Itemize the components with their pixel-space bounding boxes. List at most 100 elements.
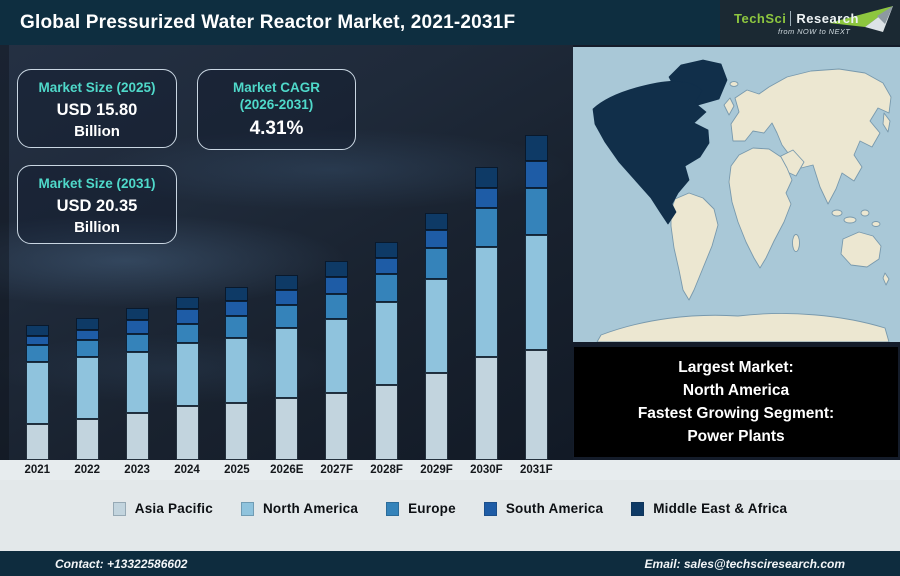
bar-segment-middle-east-africa bbox=[524, 135, 548, 161]
legend-item-europe: Europe bbox=[386, 501, 456, 516]
bar-segment-europe bbox=[425, 248, 448, 279]
bar-2023 bbox=[125, 308, 149, 460]
market-size-2025-unit: Billion bbox=[74, 123, 120, 140]
bar-segment-south-america bbox=[75, 330, 99, 340]
bar-segment-south-america bbox=[524, 161, 548, 188]
footer-contact: Contact: +13322586602 bbox=[55, 556, 188, 571]
map-madagascar bbox=[792, 234, 800, 252]
legend-swatch-south-america bbox=[483, 501, 497, 516]
bar-segment-asia-pacific bbox=[425, 373, 448, 460]
bar-segment-middle-east-africa bbox=[375, 242, 399, 258]
map-new-zealand bbox=[882, 272, 890, 286]
bar-segment-asia-pacific bbox=[225, 403, 249, 460]
bar-segment-north-america bbox=[325, 319, 349, 393]
bar-segment-asia-pacific bbox=[175, 406, 199, 460]
legend-label-north-america: North America bbox=[262, 501, 359, 516]
bar-segment-asia-pacific bbox=[524, 350, 548, 460]
bar-segment-asia-pacific bbox=[325, 393, 349, 460]
stacked-bar-chart bbox=[0, 45, 573, 460]
market-cagr-label-line2: (2026-2031) bbox=[239, 97, 314, 112]
legend-item-north-america: North America bbox=[240, 501, 359, 516]
main-content: Market Size (2025) USD 15.80 Billion Mar… bbox=[0, 45, 900, 460]
fastest-segment-label: Fastest Growing Segment: bbox=[637, 405, 835, 422]
header-bar: Global Pressurized Water Reactor Market,… bbox=[0, 0, 900, 45]
bar-segment-south-america bbox=[474, 188, 498, 208]
footer-bar: Contact: +13322586602 Email: sales@techs… bbox=[0, 551, 900, 576]
market-cagr-box: Market CAGR (2026-2031) 4.31% bbox=[197, 69, 356, 150]
page-title: Global Pressurized Water Reactor Market,… bbox=[20, 11, 516, 33]
legend-label-asia-pacific: Asia Pacific bbox=[134, 501, 213, 516]
legend-item-middle-east-africa: Middle East & Africa bbox=[631, 501, 787, 516]
bar-segment-south-america bbox=[325, 277, 349, 294]
bar-2021 bbox=[25, 325, 49, 460]
logo-brand-primary: TechSci bbox=[734, 11, 787, 26]
legend-swatch-north-america bbox=[240, 501, 254, 516]
legend-area: Asia Pacific North America Europe South Ame… bbox=[0, 480, 900, 551]
bar-2026e bbox=[275, 275, 299, 460]
legend-label-south-america: South America bbox=[505, 501, 604, 516]
bar-segment-south-america bbox=[25, 336, 49, 345]
bar-segment-north-america bbox=[425, 279, 448, 373]
market-size-2025-value: USD 15.80 bbox=[56, 101, 138, 119]
bar-segment-south-america bbox=[425, 230, 448, 248]
bar-segment-asia-pacific bbox=[375, 385, 399, 460]
market-size-2031-box: Market Size (2031) USD 20.35 Billion bbox=[17, 165, 177, 244]
bar-segment-europe bbox=[225, 316, 249, 338]
legend-label-europe: Europe bbox=[408, 501, 456, 516]
bar-2028f bbox=[375, 242, 399, 460]
bar-segment-europe bbox=[175, 324, 199, 343]
bar-2025 bbox=[225, 287, 249, 460]
bar-2027f bbox=[325, 261, 349, 460]
world-map bbox=[573, 47, 900, 343]
market-highlights-callout: Largest Market: North America Fastest Gr… bbox=[574, 347, 898, 457]
bar-segment-south-america bbox=[225, 301, 249, 316]
bar-segment-north-america bbox=[25, 362, 49, 424]
bar-segment-south-america bbox=[275, 290, 299, 305]
bar-segment-europe bbox=[375, 274, 399, 302]
bar-segment-europe bbox=[275, 305, 299, 328]
legend-item-south-america: South America bbox=[483, 501, 604, 516]
x-axis-label-2026e: 2026E bbox=[270, 464, 304, 476]
footer-email: Email: sales@techsciresearch.com bbox=[644, 556, 845, 571]
bar-segment-middle-east-africa bbox=[474, 167, 498, 188]
bar-segment-asia-pacific bbox=[25, 424, 49, 460]
market-size-2031-value: USD 20.35 bbox=[56, 197, 138, 215]
bar-segment-asia-pacific bbox=[275, 398, 299, 460]
bars-container bbox=[0, 45, 573, 460]
bar-segment-north-america bbox=[524, 235, 548, 350]
x-axis-label-2022: 2022 bbox=[74, 464, 100, 476]
legend-item-asia-pacific: Asia Pacific bbox=[112, 501, 213, 516]
legend-label-middle-east-africa: Middle East & Africa bbox=[653, 501, 788, 516]
bar-segment-south-america bbox=[375, 258, 399, 274]
bar-segment-north-america bbox=[225, 338, 249, 403]
x-axis-label-2030f: 2030F bbox=[470, 464, 503, 476]
legend-swatch-europe bbox=[386, 501, 400, 516]
bar-2029f bbox=[425, 213, 448, 460]
bar-segment-north-america bbox=[125, 352, 149, 413]
bar-segment-europe bbox=[25, 345, 49, 362]
x-axis-label-2024: 2024 bbox=[174, 464, 200, 476]
market-cagr-value: 4.31% bbox=[249, 118, 304, 139]
map-south-america bbox=[670, 192, 719, 301]
bar-segment-europe bbox=[125, 334, 149, 352]
market-size-2025-label: Market Size (2025) bbox=[38, 80, 156, 95]
bar-segment-middle-east-africa bbox=[425, 213, 448, 230]
bar-segment-europe bbox=[75, 340, 99, 357]
bar-segment-north-america bbox=[375, 302, 399, 385]
logo-brand-secondary: Research bbox=[790, 11, 859, 26]
map-africa bbox=[728, 147, 793, 269]
x-axis-label-2023: 2023 bbox=[124, 464, 150, 476]
bar-segment-south-america bbox=[175, 309, 199, 324]
map-australia bbox=[840, 231, 882, 268]
logo-arrow-icon bbox=[829, 6, 893, 32]
legend-swatch-middle-east-africa bbox=[631, 501, 645, 516]
world-map-graphic bbox=[573, 47, 900, 343]
bar-segment-europe bbox=[325, 294, 349, 319]
x-axis-strip: 2021 2022 2023 2024 2025 2026E 2027F 2028F 2029F… bbox=[0, 460, 900, 480]
x-axis-label-2031f: 2031F bbox=[519, 464, 553, 476]
map-iceland bbox=[729, 81, 739, 87]
bar-segment-europe bbox=[524, 188, 548, 235]
techsci-logo: TechSci Research from NOW to NEXT bbox=[720, 0, 900, 45]
bar-segment-north-america bbox=[75, 357, 99, 419]
